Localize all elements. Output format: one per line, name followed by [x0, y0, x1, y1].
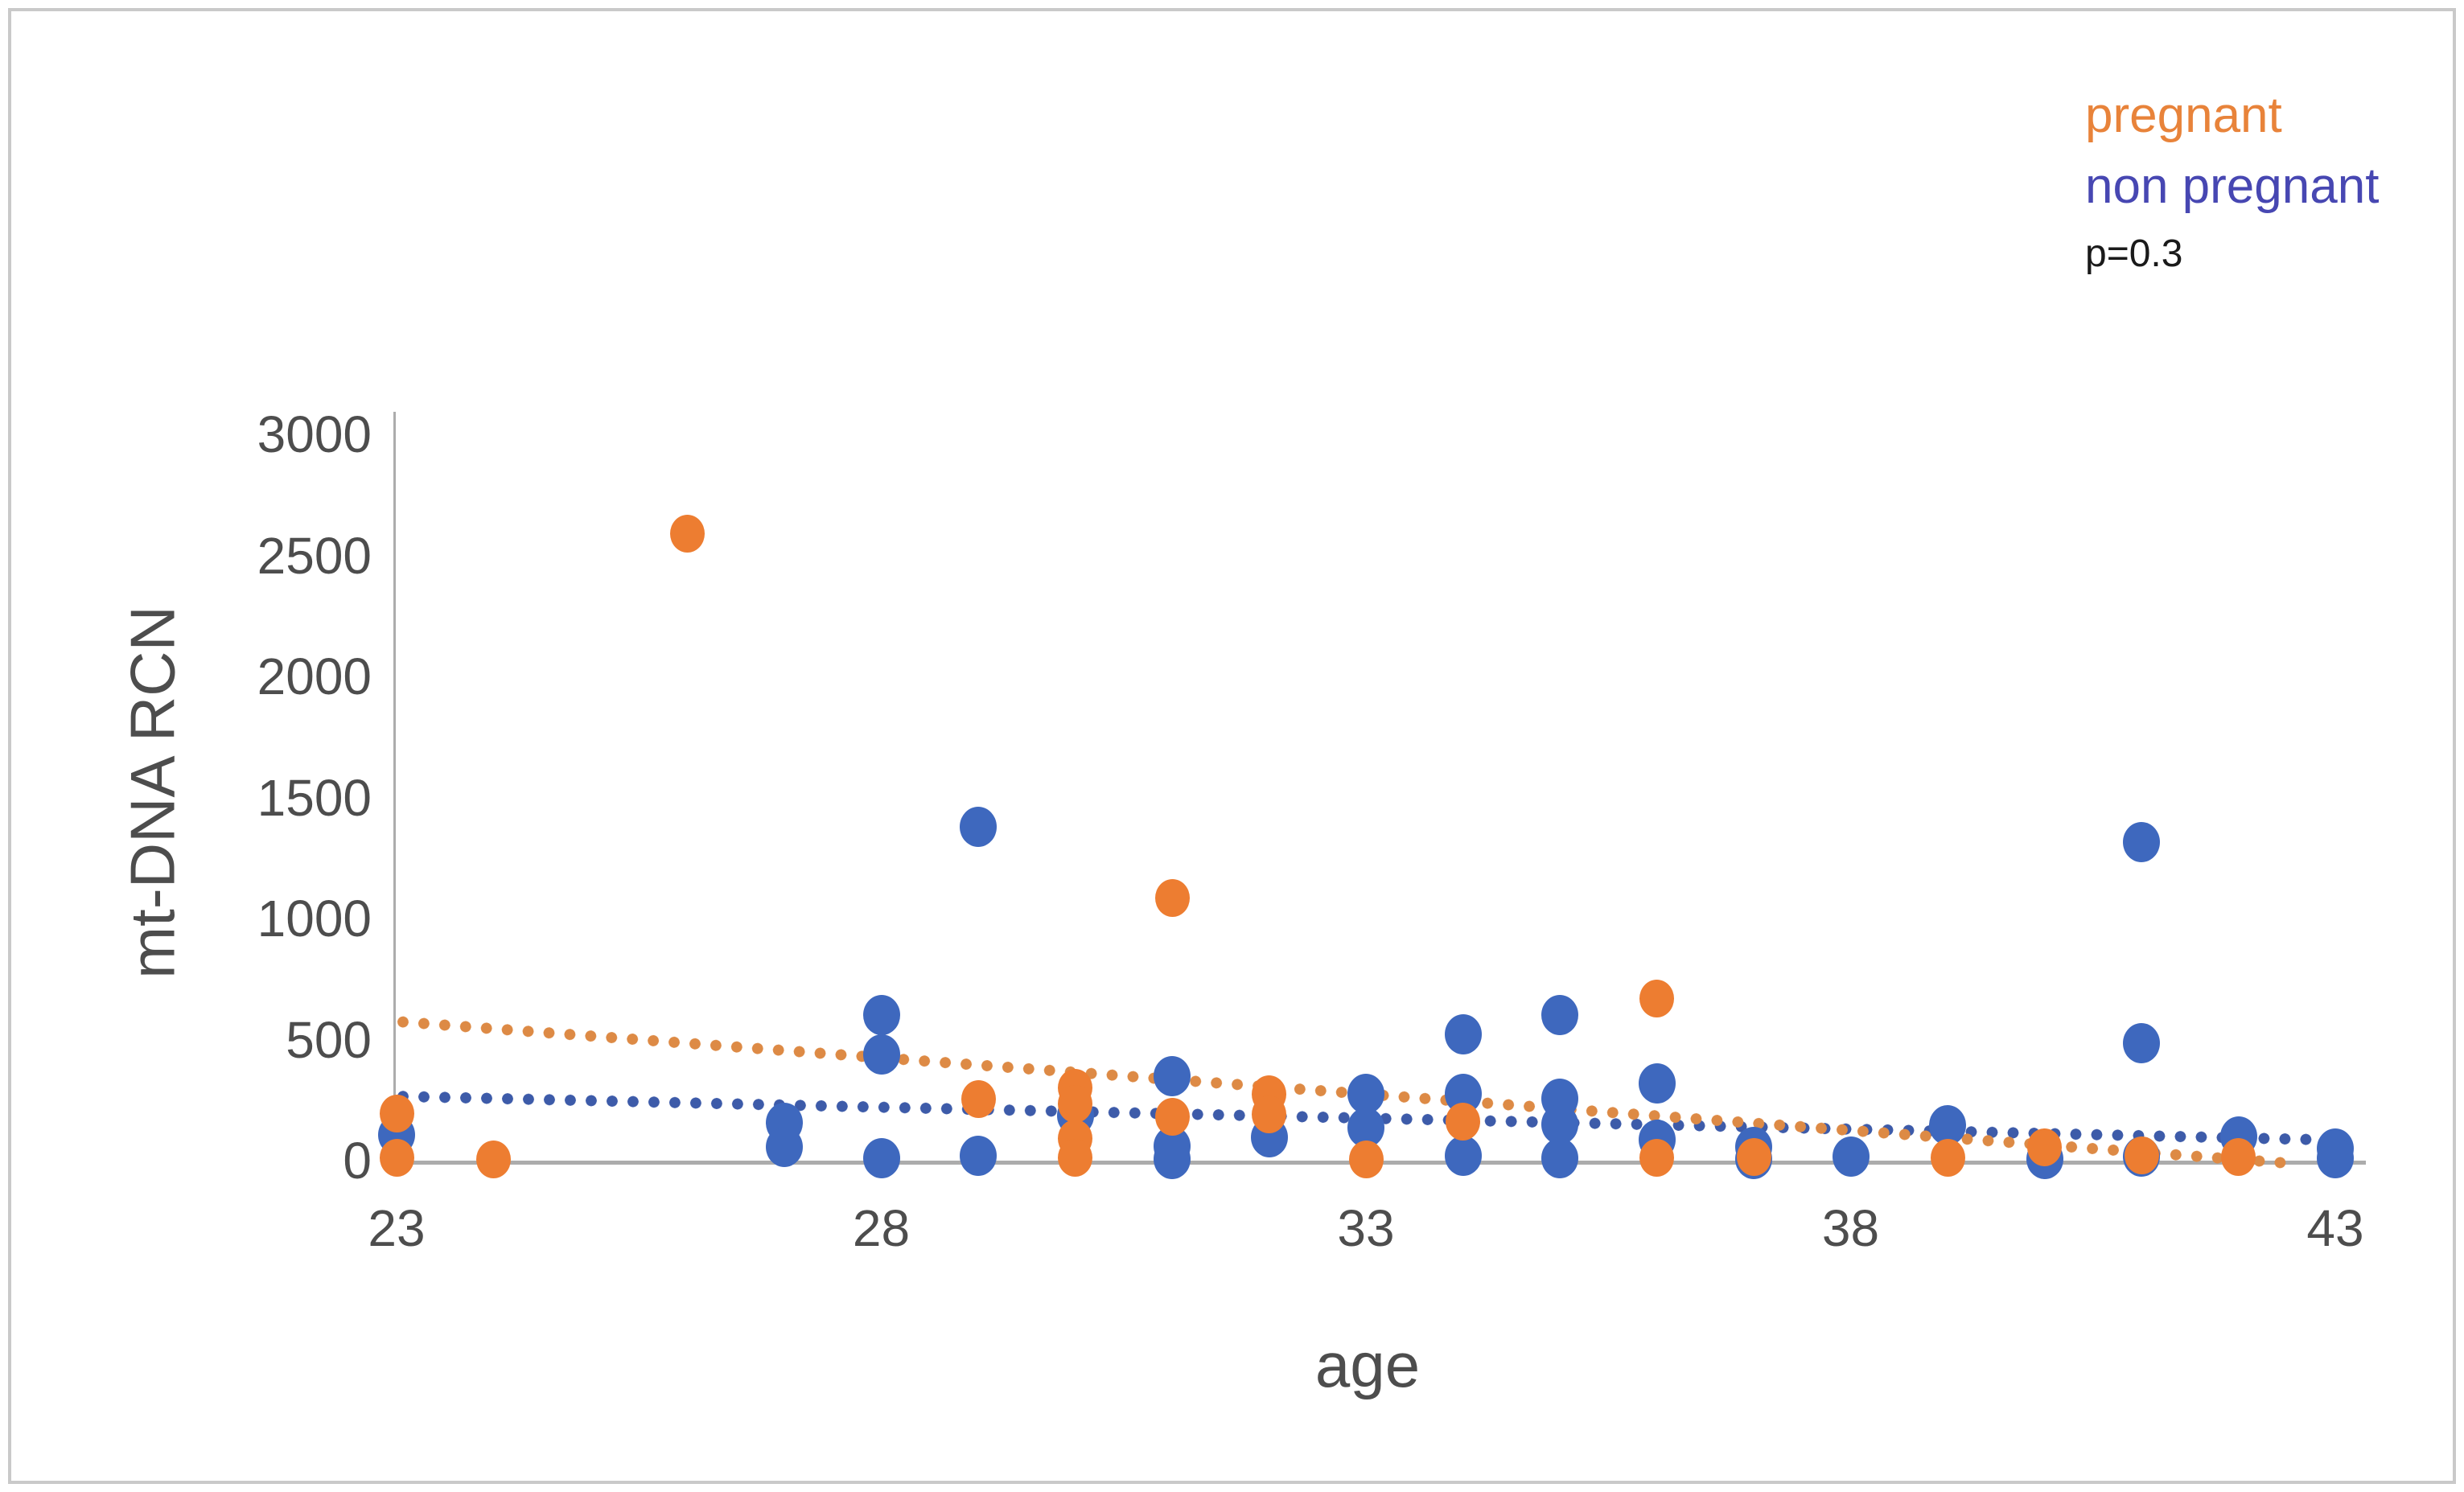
- y-tick-label: 2000: [257, 647, 372, 705]
- data-point-pregnant: [379, 1094, 414, 1132]
- data-point-non-pregnant: [1444, 1135, 1482, 1176]
- data-point-non-pregnant: [1154, 1139, 1191, 1180]
- screenshot-frame: [8, 8, 2456, 1484]
- data-point-non-pregnant: [862, 995, 900, 1036]
- data-point-non-pregnant: [960, 1135, 997, 1176]
- x-tick-label: 23: [368, 1199, 426, 1257]
- data-point-non-pregnant: [2123, 822, 2160, 863]
- chart-legend: pregnant non pregnant p=0.3: [2085, 80, 2379, 280]
- data-point-non-pregnant: [862, 1034, 900, 1075]
- y-tick-label: 500: [286, 1010, 372, 1069]
- y-tick-label: 1500: [257, 768, 372, 827]
- data-point-non-pregnant: [1444, 1014, 1482, 1055]
- y-axis-line: [393, 412, 396, 1165]
- data-point-pregnant: [670, 514, 705, 553]
- data-point-pregnant: [2124, 1136, 2159, 1175]
- data-point-pregnant: [379, 1139, 414, 1178]
- data-point-pregnant: [1154, 878, 1190, 917]
- data-point-non-pregnant: [1929, 1105, 1966, 1146]
- data-point-pregnant: [1058, 1139, 1092, 1178]
- data-point-non-pregnant: [1541, 1104, 1578, 1145]
- data-point-pregnant: [476, 1140, 511, 1178]
- data-point-non-pregnant: [1638, 1062, 1676, 1104]
- p-value-annotation: p=0.3: [2085, 232, 2183, 275]
- data-point-non-pregnant: [1154, 1055, 1191, 1096]
- data-point-pregnant: [2027, 1128, 2062, 1166]
- data-point-pregnant: [1639, 1139, 1674, 1178]
- data-point-non-pregnant: [862, 1137, 900, 1178]
- trendline-pregnant: [396, 1014, 2288, 1169]
- data-point-pregnant: [1930, 1139, 1965, 1178]
- data-point-pregnant: [1639, 979, 1674, 1017]
- x-tick-label: 28: [852, 1199, 911, 1257]
- y-tick-label: 2500: [257, 526, 372, 585]
- x-tick-label: 33: [1337, 1199, 1395, 1257]
- data-point-non-pregnant: [1541, 1137, 1578, 1178]
- data-point-non-pregnant: [1347, 1074, 1384, 1115]
- x-axis-title: age: [1314, 1330, 1421, 1400]
- data-point-non-pregnant: [960, 806, 997, 847]
- data-point-pregnant: [1446, 1103, 1480, 1141]
- y-tick-label: 1000: [257, 890, 372, 947]
- x-tick-label: 38: [1821, 1199, 1880, 1257]
- legend-item-pregnant: pregnant: [2085, 88, 2282, 143]
- y-tick-label: 3000: [257, 405, 372, 463]
- data-point-non-pregnant: [1541, 995, 1578, 1036]
- data-point-pregnant: [1348, 1140, 1384, 1178]
- data-point-pregnant: [1736, 1137, 1771, 1176]
- data-point-pregnant: [1154, 1098, 1190, 1136]
- legend-item-non-pregnant: non pregnant: [2085, 158, 2380, 214]
- x-tick-label: 43: [2306, 1199, 2364, 1257]
- data-point-pregnant: [1058, 1084, 1092, 1123]
- data-point-non-pregnant: [766, 1127, 803, 1168]
- y-tick-label: 0: [343, 1132, 372, 1190]
- data-point-pregnant: [961, 1079, 996, 1118]
- data-point-pregnant: [2221, 1137, 2256, 1176]
- data-point-pregnant: [1252, 1095, 1286, 1134]
- data-point-non-pregnant: [2317, 1137, 2354, 1178]
- data-point-non-pregnant: [2123, 1023, 2160, 1063]
- data-point-non-pregnant: [1832, 1136, 1870, 1178]
